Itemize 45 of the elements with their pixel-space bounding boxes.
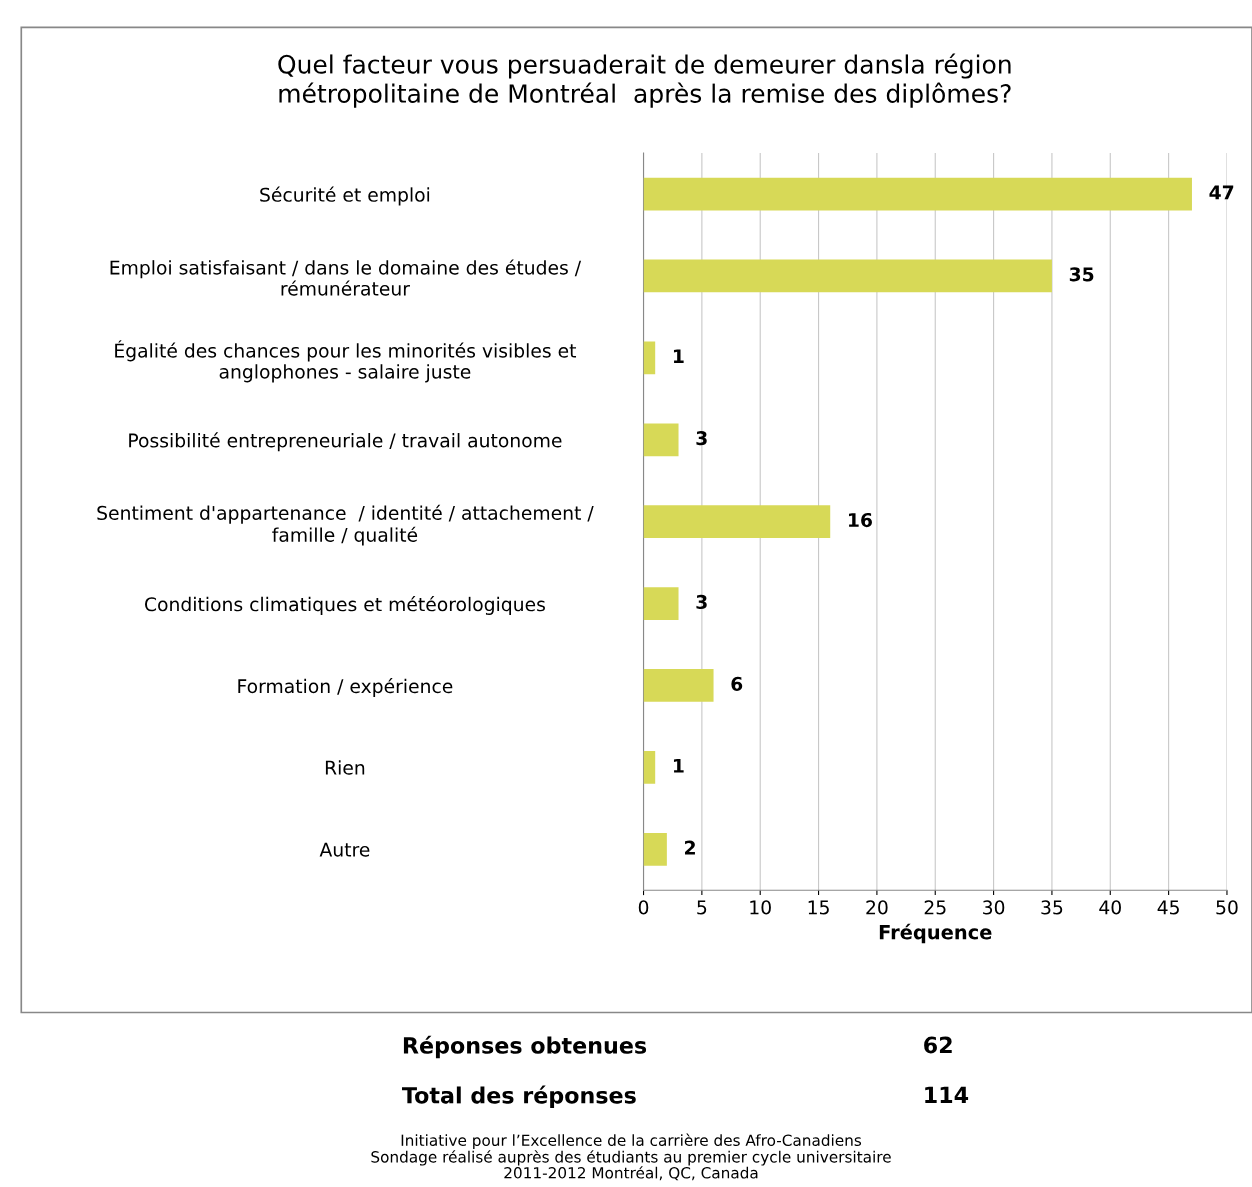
bar: [643, 177, 1192, 211]
y-tick-label: Autre: [319, 842, 370, 857]
bar: [643, 423, 679, 457]
y-tick-label: Formation / expérience: [238, 677, 453, 697]
bar: [643, 832, 667, 866]
x-axis-title: Fréquence: [879, 923, 992, 944]
data-label: 1: [673, 758, 684, 773]
x-tick-label: 30: [983, 900, 1005, 915]
data-label: 2: [685, 840, 695, 855]
data-label: 47: [1209, 185, 1234, 200]
text: Total des réponses: [402, 1085, 636, 1108]
x-tick-label: 45: [1157, 900, 1179, 915]
y-tick-label: Égalité des chances pour les minorités visibles et anglophones - salaire juste: [115, 340, 577, 383]
y-tick-label: Emploi satisfaisant / dans le domaine des études / rémunérateur: [110, 259, 582, 296]
data-label: 3: [696, 594, 707, 610]
y-tick-label: Sentiment d'appartenance / identité / attachement / famille / qualité: [97, 504, 594, 546]
x-tick-label: 20: [866, 900, 888, 915]
data-label: 16: [849, 512, 872, 528]
bar: [643, 341, 656, 375]
text: Initiative pour l’Excellence de la carrière des Afro-Canadiens Sondage réalisé auprès des étudiants au premier cycle universitaire 2011-2012 Montréal, QC, Canada: [371, 1133, 891, 1181]
x-tick-label: 10: [750, 900, 771, 915]
bar: [643, 587, 679, 620]
text: Réponses obtenues: [403, 1035, 647, 1059]
y-tick-label: Sécurité et emploi: [260, 186, 430, 206]
x-tick-label: 25: [924, 900, 946, 915]
text: 114: [925, 1086, 969, 1103]
bar: [643, 669, 714, 702]
x-tick-label: 15: [808, 900, 829, 915]
chart-title: Quel facteur vous persuaderait de demeurer dansla région métropolitaine de Montréal après la remise des diplômes?: [278, 53, 1011, 108]
data-label: 6: [731, 676, 743, 691]
text: 62: [924, 1036, 952, 1054]
x-tick-label: 40: [1099, 900, 1121, 915]
y-tick-label: Rien: [325, 760, 365, 775]
data-label: 35: [1069, 267, 1094, 282]
bar: [643, 751, 656, 784]
bar: [643, 259, 1052, 293]
data-label: 3: [696, 431, 707, 446]
y-tick-label: Conditions climatiques et météorologiques: [145, 596, 545, 615]
x-tick-label: 50: [1216, 900, 1238, 915]
data-label: 1: [673, 349, 684, 364]
bar: [643, 505, 831, 539]
y-tick-label: Possibilité entrepreneuriale / travail autonome: [129, 432, 562, 452]
x-tick-label: 0: [638, 900, 649, 915]
x-tick-label: 5: [697, 900, 707, 915]
x-tick-label: 35: [1041, 900, 1063, 915]
